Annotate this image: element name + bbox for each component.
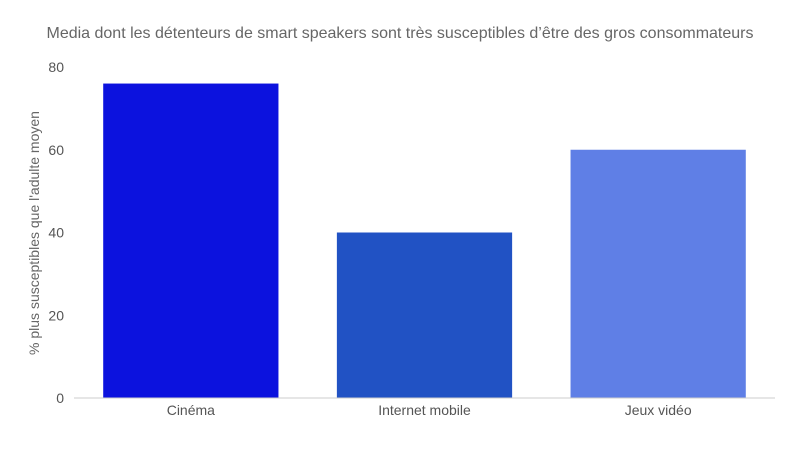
bar-3 — [570, 149, 746, 398]
bar-2 — [336, 232, 513, 398]
x-tick-label: Internet mobile — [378, 402, 471, 418]
bar-1 — [103, 83, 279, 399]
x-tick-labels: Cinéma Internet mobile Jeux vidéo — [167, 402, 692, 418]
y-tick-labels: 0 20 40 60 80 — [48, 59, 64, 406]
y-tick-label: 60 — [48, 142, 64, 158]
y-tick-label: 80 — [48, 59, 64, 75]
bars-layer — [103, 83, 746, 399]
y-tick-label: 0 — [56, 390, 64, 406]
x-tick-label: Cinéma — [167, 402, 215, 418]
y-axis-label: % plus susceptibles que l'adulte moyen — [26, 111, 42, 355]
chart-title: Media dont les détenteurs de smart speak… — [46, 25, 754, 42]
y-tick-label: 20 — [48, 307, 64, 323]
y-tick-label: 40 — [48, 225, 64, 241]
x-tick-label: Jeux vidéo — [625, 402, 692, 418]
